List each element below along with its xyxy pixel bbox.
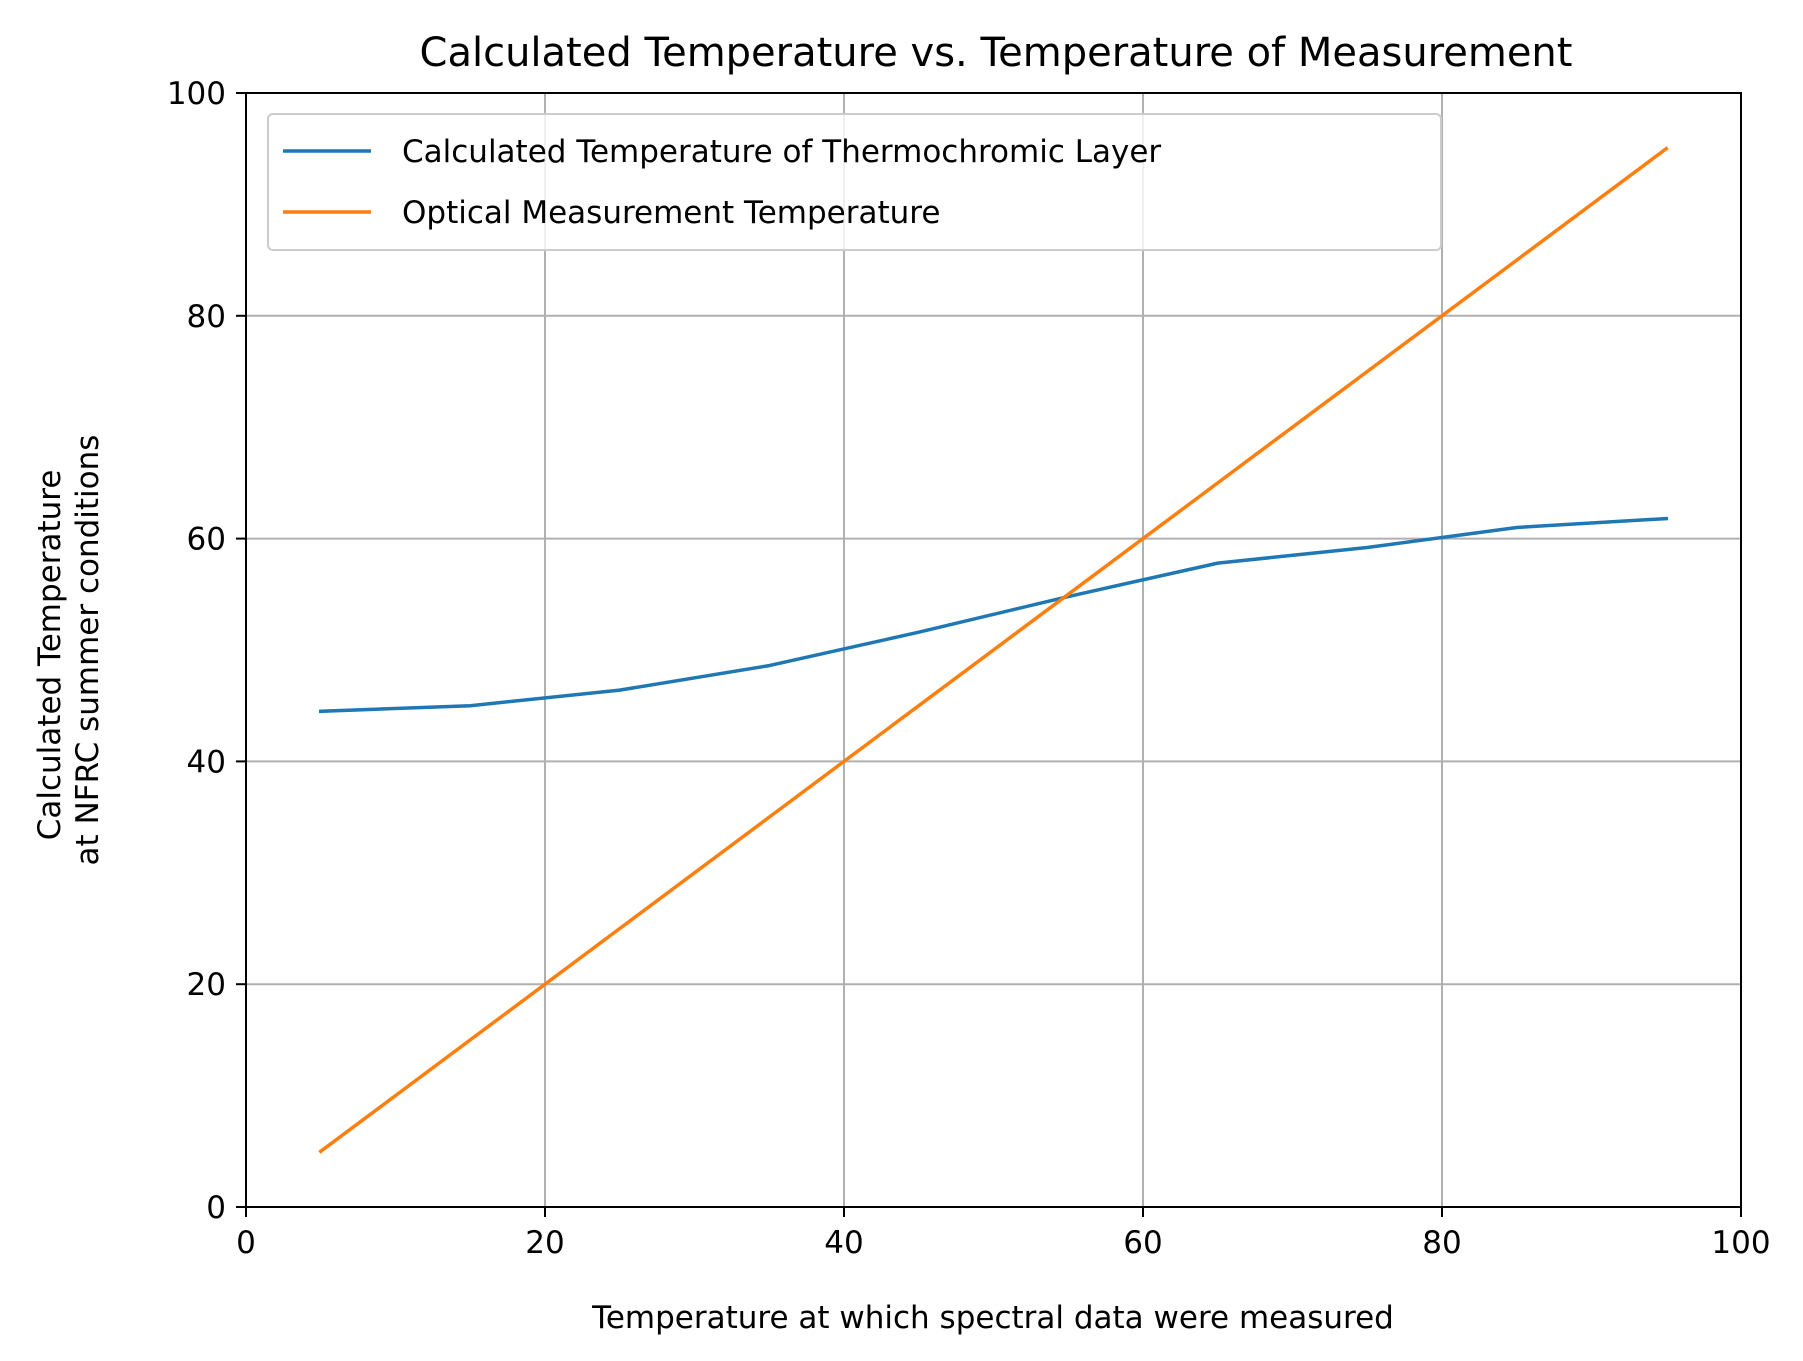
x-tick-label: 0 (236, 1225, 256, 1261)
x-axis-title: Temperature at which spectral data were … (591, 1300, 1394, 1336)
y-axis-ticks: 0 20 40 60 80 100 (167, 76, 246, 1226)
x-tick-label: 20 (525, 1225, 564, 1261)
legend: Calculated Temperature of Thermochromic … (267, 113, 1442, 251)
chart-title: Calculated Temperature vs. Temperature o… (420, 30, 1573, 76)
plot-frame (245, 92, 1742, 1208)
y-tick-label: 60 (187, 522, 226, 558)
series-lines (318, 146, 1669, 1154)
y-axis-title: Calculated Temperature at NFRC summer co… (32, 435, 106, 866)
series-line-thermochromic (318, 516, 1669, 714)
x-tick-label: 60 (1123, 1225, 1162, 1261)
series-line-optical (318, 146, 1669, 1154)
y-tick-label: 0 (206, 1190, 226, 1226)
legend-label-thermochromic: Calculated Temperature of Thermochromic … (402, 134, 1161, 170)
y-tick-label: 40 (187, 744, 226, 780)
legend-label-optical: Optical Measurement Temperature (402, 195, 940, 231)
y-axis-title-line-2: at NFRC summer conditions (70, 435, 106, 866)
y-tick-label: 80 (187, 299, 226, 335)
y-tick-label: 20 (187, 967, 226, 1003)
x-axis-ticks: 0 20 40 60 80 100 (236, 1207, 1771, 1261)
x-tick-label: 100 (1711, 1225, 1770, 1261)
legend-box (267, 113, 1442, 251)
x-tick-label: 40 (824, 1225, 863, 1261)
y-axis-title-line-1: Calculated Temperature (32, 470, 68, 841)
y-tick-label: 100 (167, 76, 226, 112)
x-tick-label: 80 (1422, 1225, 1461, 1261)
